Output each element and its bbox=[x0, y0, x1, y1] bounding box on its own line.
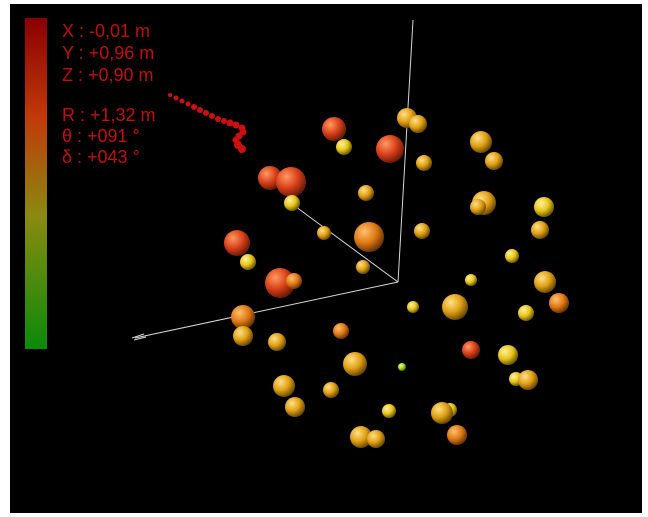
sphere[interactable] bbox=[367, 430, 385, 448]
readout-x: X : -0,01 m bbox=[62, 21, 151, 41]
sphere[interactable] bbox=[409, 115, 427, 133]
sphere[interactable] bbox=[465, 274, 477, 286]
axis-depth bbox=[291, 203, 399, 283]
sphere[interactable] bbox=[273, 375, 295, 397]
readout-delta: δ : +043 ° bbox=[62, 147, 140, 167]
sphere[interactable] bbox=[534, 271, 556, 293]
sphere[interactable] bbox=[333, 323, 349, 339]
axis-horizontal bbox=[134, 281, 399, 339]
3d-viewport[interactable]: X : -0,01 m Y : +0,96 m Z : +0,90 m R : … bbox=[10, 4, 642, 513]
sphere[interactable] bbox=[286, 273, 302, 289]
sphere[interactable] bbox=[498, 345, 518, 365]
sphere[interactable] bbox=[322, 117, 346, 141]
sphere[interactable] bbox=[531, 221, 549, 239]
sphere[interactable] bbox=[470, 131, 492, 153]
sphere[interactable] bbox=[470, 199, 486, 215]
sphere[interactable] bbox=[462, 341, 480, 359]
coordinate-axes bbox=[131, 19, 414, 341]
sphere[interactable] bbox=[317, 226, 331, 240]
sphere[interactable] bbox=[258, 166, 282, 190]
axis-end-marker bbox=[131, 333, 147, 341]
color-scale-bar bbox=[25, 18, 47, 349]
sphere[interactable] bbox=[285, 397, 305, 417]
sphere[interactable] bbox=[398, 363, 406, 371]
sphere[interactable] bbox=[231, 305, 255, 329]
axis-vertical bbox=[397, 19, 414, 283]
sphere[interactable] bbox=[485, 152, 503, 170]
sphere[interactable] bbox=[323, 382, 339, 398]
sphere[interactable] bbox=[354, 222, 384, 252]
sphere[interactable] bbox=[447, 425, 467, 445]
sphere[interactable] bbox=[265, 268, 295, 298]
readout-y: Y : +0,96 m bbox=[62, 43, 155, 63]
sphere[interactable] bbox=[382, 404, 396, 418]
sphere[interactable] bbox=[233, 326, 253, 346]
readout-z: Z : +0,90 m bbox=[62, 65, 154, 85]
sphere[interactable] bbox=[358, 185, 374, 201]
sphere[interactable] bbox=[376, 135, 404, 163]
sphere[interactable] bbox=[284, 195, 300, 211]
sphere[interactable] bbox=[407, 301, 419, 313]
sphere[interactable] bbox=[549, 293, 569, 313]
sphere[interactable] bbox=[224, 230, 250, 256]
sphere-scene[interactable] bbox=[10, 4, 642, 513]
sphere[interactable] bbox=[518, 370, 538, 390]
sphere[interactable] bbox=[268, 333, 286, 351]
sphere-cloud bbox=[224, 108, 569, 448]
sphere[interactable] bbox=[350, 426, 372, 448]
sphere[interactable] bbox=[442, 294, 468, 320]
sphere[interactable] bbox=[534, 197, 554, 217]
readout-r: R : +1,32 m bbox=[62, 105, 156, 125]
sphere[interactable] bbox=[518, 305, 534, 321]
sphere[interactable] bbox=[276, 167, 306, 197]
sphere[interactable] bbox=[414, 223, 430, 239]
sphere[interactable] bbox=[431, 402, 453, 424]
sphere[interactable] bbox=[356, 260, 370, 274]
probe-pointer bbox=[168, 93, 247, 153]
sphere[interactable] bbox=[240, 254, 256, 270]
sphere[interactable] bbox=[343, 352, 367, 376]
sphere[interactable] bbox=[416, 155, 432, 171]
sphere[interactable] bbox=[505, 249, 519, 263]
sphere[interactable] bbox=[336, 139, 352, 155]
readout-theta: θ : +091 ° bbox=[62, 126, 140, 146]
